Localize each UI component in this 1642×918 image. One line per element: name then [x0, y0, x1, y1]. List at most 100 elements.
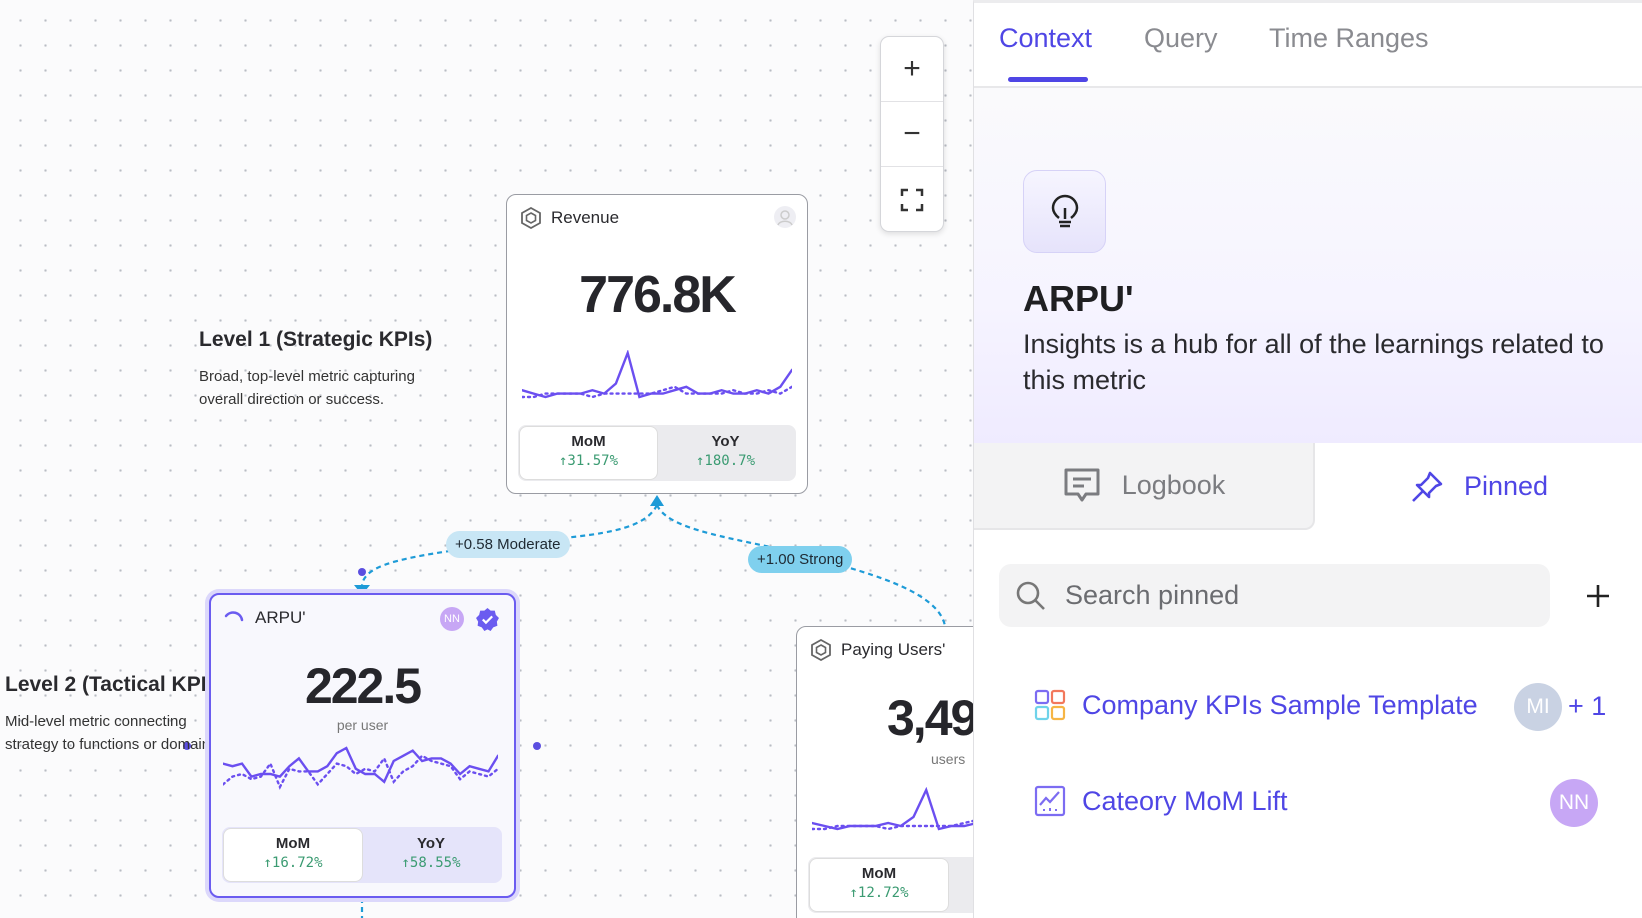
level-desc-line: Mid-level metric connecting: [5, 713, 187, 730]
subtab-label: Logbook: [1121, 470, 1226, 500]
owner-avatar[interactable]: NN: [440, 607, 464, 631]
fit-view-button[interactable]: [881, 167, 943, 232]
handle-dot: [358, 568, 366, 576]
mom-value: ↑16.72%: [224, 855, 362, 871]
edge-arrow-down: [354, 585, 370, 595]
subtab-pinned[interactable]: Pinned: [1315, 443, 1642, 530]
mom-value: ↑31.57%: [520, 453, 657, 469]
subtab-label: Pinned: [1463, 471, 1549, 501]
metric-context-header: ARPU' Insights is a hub for all of the l…: [974, 86, 1642, 443]
card-header: ARPU': [223, 607, 305, 629]
metric-hexagon-icon: [521, 207, 541, 229]
mom-percent: 12.72%: [857, 885, 909, 901]
handle-dot: [533, 742, 541, 750]
yoy-label: YoY: [711, 433, 740, 450]
arrow-up-icon: ↑: [401, 855, 410, 871]
zoom-controls: + −: [880, 36, 944, 232]
metric-card-revenue[interactable]: Revenue 776.8K MoM ↑31.57% YoY ↑180.7%: [506, 194, 808, 494]
tab-time-ranges[interactable]: Time Ranges: [1269, 23, 1429, 53]
comparison-toggle[interactable]: MoM ↑12.72%: [808, 857, 973, 913]
metric-title: ARPU': [1023, 278, 1134, 319]
level-desc-line: Broad, top-level metric capturing: [199, 368, 415, 385]
arrow-up-icon: ↑: [695, 453, 705, 469]
mom-comparison[interactable]: MoM ↑16.72%: [224, 829, 362, 881]
search-input[interactable]: [1065, 580, 1525, 611]
pinned-item[interactable]: Cateory MoM Lift: [1034, 785, 1288, 817]
mom-label: MoM: [571, 433, 606, 450]
metric-card-paying-users[interactable]: Paying Users' 3,49 users MoM ↑12.72%: [796, 626, 973, 918]
sparkline-current: [522, 350, 792, 399]
metric-card-arpu[interactable]: ARPU' NN 222.5 per user MoM ↑16.72% YoY …: [209, 593, 516, 898]
yoy-percent: 180.7%: [704, 453, 755, 469]
edge-revenue-arpu: [360, 504, 658, 586]
level-title: Level 1 (Strategic KPIs): [199, 328, 433, 351]
dashboard-grid-icon: [1034, 689, 1066, 721]
level-1-label: Level 1 (Strategic KPIs) Broad, top-leve…: [199, 328, 432, 411]
metric-unit: per user: [336, 717, 389, 733]
sparkline-arpu: [223, 746, 498, 790]
fullscreen-icon: [900, 188, 924, 211]
yoy-label: YoY: [416, 835, 446, 852]
sparkline-comparison: [223, 754, 498, 790]
metric-unit: users: [931, 751, 966, 767]
plus-icon: +: [903, 52, 921, 85]
sparkline-current: [223, 746, 498, 784]
card-title: Revenue: [551, 208, 620, 227]
line-chart-icon: [1034, 785, 1066, 817]
more-owners-count: + 1: [1568, 691, 1607, 721]
yoy-value: ↑180.7%: [657, 453, 794, 469]
metric-tree-canvas[interactable]: Level 1 (Strategic KPIs) Broad, top-leve…: [0, 0, 973, 918]
insights-tile: [1023, 170, 1106, 253]
edge-label-moderate[interactable]: +0.58 Moderate: [446, 531, 570, 558]
comparison-toggle[interactable]: MoM ↑16.72% YoY ↑58.55%: [222, 827, 502, 883]
mom-label: MoM: [861, 865, 897, 882]
pinned-item[interactable]: Company KPIs Sample Template: [1034, 689, 1478, 721]
metric-hexagon-icon: [811, 639, 831, 661]
mom-percent: 31.57%: [567, 453, 618, 469]
search-icon: [1016, 581, 1045, 610]
avatar: MI: [1514, 683, 1562, 731]
arrow-up-icon: ↑: [263, 855, 272, 871]
arrow-up-icon: ↑: [558, 453, 568, 469]
tab-context[interactable]: Context: [999, 23, 1093, 53]
zoom-in-button[interactable]: +: [881, 37, 943, 102]
lightbulb-icon: [1051, 194, 1078, 227]
tab-query[interactable]: Query: [1144, 23, 1218, 53]
card-header: Revenue: [521, 207, 619, 229]
yoy-percent: 58.55%: [409, 855, 461, 871]
handle-dot: [183, 742, 191, 750]
context-panel: Context Query Time Ranges ARPU' Insights…: [973, 0, 1642, 918]
search-pinned[interactable]: [999, 564, 1550, 627]
yoy-comparison[interactable]: YoY ↑180.7%: [657, 427, 794, 479]
metric-value: 222.5: [304, 658, 422, 714]
owner-avatar-icon: [774, 206, 796, 228]
loading-spinner-icon: [224, 611, 244, 622]
level-desc-line: strategy to functions or domains.: [5, 736, 215, 753]
comparison-toggle[interactable]: MoM ↑31.57% YoY ↑180.7%: [518, 425, 796, 481]
edge-arrow-up: [650, 495, 664, 506]
sparkline-revenue: [522, 350, 792, 399]
verified-badge-icon: [476, 608, 499, 631]
edge-label-strong[interactable]: +1.00 Strong: [748, 546, 853, 573]
sparkline-paying-users: [812, 787, 973, 831]
yoy-value: ↑58.55%: [362, 855, 500, 871]
pinned-item-label: Cateory MoM Lift: [1082, 785, 1288, 816]
pin-icon: [1412, 471, 1443, 502]
level-2-label: Level 2 (Tactical KPIs) Mid-level metric…: [5, 673, 215, 756]
pinned-item-label: Company KPIs Sample Template: [1082, 689, 1478, 720]
zoom-out-button[interactable]: −: [881, 102, 943, 167]
comment-icon: [1064, 468, 1100, 501]
mom-percent: 16.72%: [271, 855, 323, 871]
yoy-comparison[interactable]: YoY ↑58.55%: [362, 829, 500, 881]
metric-value: 3,49: [887, 690, 973, 746]
level-title: Level 2 (Tactical KPIs): [5, 673, 215, 696]
level-desc-line: overall direction or success.: [199, 391, 385, 408]
minus-icon: −: [903, 117, 921, 150]
active-tab-indicator: [1008, 77, 1088, 82]
mom-comparison[interactable]: MoM ↑31.57%: [520, 427, 657, 479]
sparkline-current: [812, 787, 973, 831]
add-pin-button[interactable]: [1585, 583, 1611, 609]
subtab-logbook[interactable]: Logbook: [974, 443, 1315, 530]
mom-comparison[interactable]: MoM ↑12.72%: [810, 859, 948, 911]
arrow-up-icon: ↑: [849, 885, 858, 901]
